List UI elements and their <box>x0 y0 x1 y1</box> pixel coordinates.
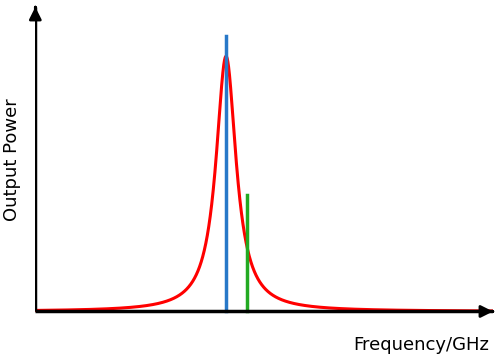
Text: Output Power: Output Power <box>4 98 22 220</box>
Text: Frequency/GHz: Frequency/GHz <box>354 336 489 354</box>
